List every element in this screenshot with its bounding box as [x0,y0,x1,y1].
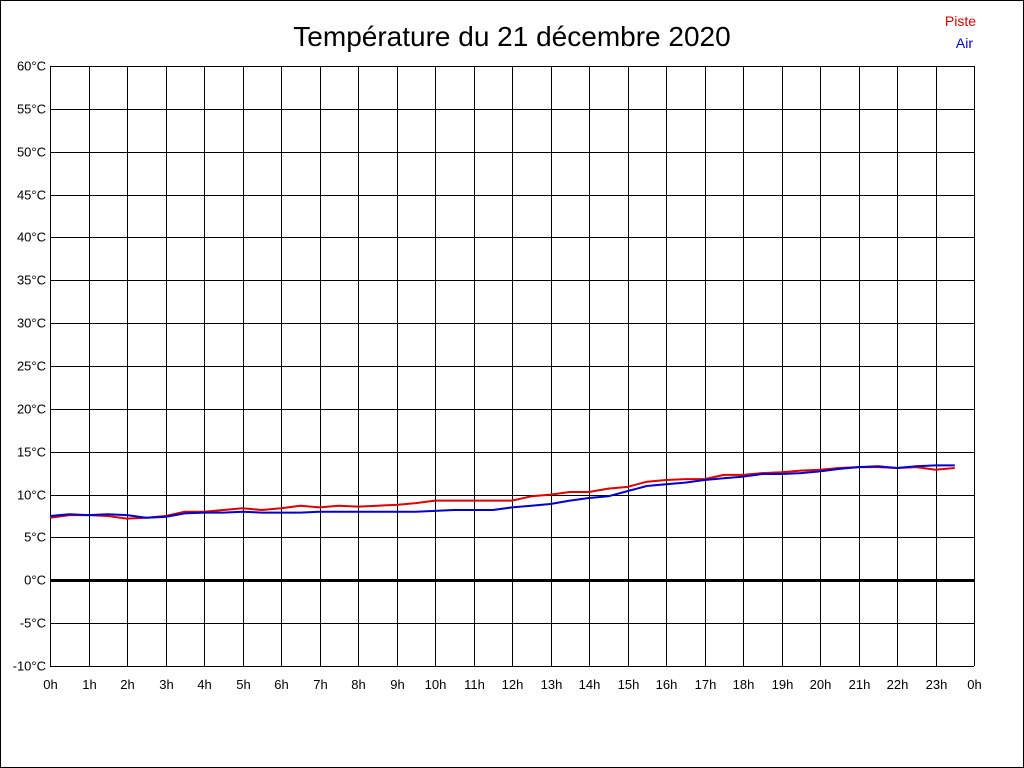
y-tick-label: -5°C [20,616,46,631]
x-tick-label: 11h [464,677,485,692]
y-tick-label: -10°C [13,659,46,674]
y-tick-label: 0°C [24,573,46,588]
x-tick-label: 9h [390,677,404,692]
x-axis-ticks: 0h 1h 2h 3h 4h 5h 6h 7h 8h 9h 10h 11h 12h 13h 14h 15h 16… [43,677,981,692]
x-tick-label: 13h [541,677,563,692]
y-axis-ticks: 60°C 55°C 50°C 45°C 40°C 35°C 30°C 25°C 20°C 15°C… [13,59,46,674]
y-tick-label: 15°C [17,445,46,460]
y-tick-label: 10°C [17,488,46,503]
y-tick-label: 45°C [17,188,46,203]
x-tick-label: 14h [579,677,601,692]
y-tick-label: 5°C [24,530,46,545]
x-tick-label: 22h [887,677,909,692]
x-tick-label: 5h [236,677,250,692]
legend-air: Air [956,35,973,51]
series-lines [49,464,955,520]
x-tick-label: 1h [82,677,96,692]
x-tick-label: 18h [733,677,755,692]
y-tick-label: 25°C [17,359,46,374]
y-tick-label: 20°C [17,402,46,417]
x-tick-label: 2h [120,677,134,692]
x-tick-label: 23h [926,677,948,692]
x-tick-label: 20h [810,677,832,692]
y-tick-label: 60°C [17,59,46,74]
y-tick-label: 50°C [17,145,46,160]
x-tick-label: 21h [849,677,871,692]
x-tick-label: 10h [425,677,447,692]
x-tick-label: 7h [313,677,327,692]
x-tick-label: 3h [159,677,173,692]
legend-piste: Piste [945,13,976,29]
chart-title: Température du 21 décembre 2020 [293,21,730,52]
x-tick-label: 4h [197,677,211,692]
y-tick-label: 35°C [17,273,46,288]
series-line-air [49,464,955,519]
x-tick-label: 0h [43,677,57,692]
y-tick-label: 30°C [17,316,46,331]
x-tick-label: 8h [351,677,365,692]
y-tick-label: 40°C [17,230,46,245]
x-tick-label: 19h [772,677,794,692]
x-tick-label: 12h [502,677,524,692]
series-line-piste [49,466,955,520]
x-tick-label: 16h [656,677,678,692]
x-tick-label: 15h [618,677,640,692]
x-tick-label: 0h [967,677,981,692]
grid [50,66,975,667]
x-tick-label: 17h [695,677,717,692]
y-tick-label: 55°C [17,102,46,117]
x-tick-label: 6h [274,677,288,692]
